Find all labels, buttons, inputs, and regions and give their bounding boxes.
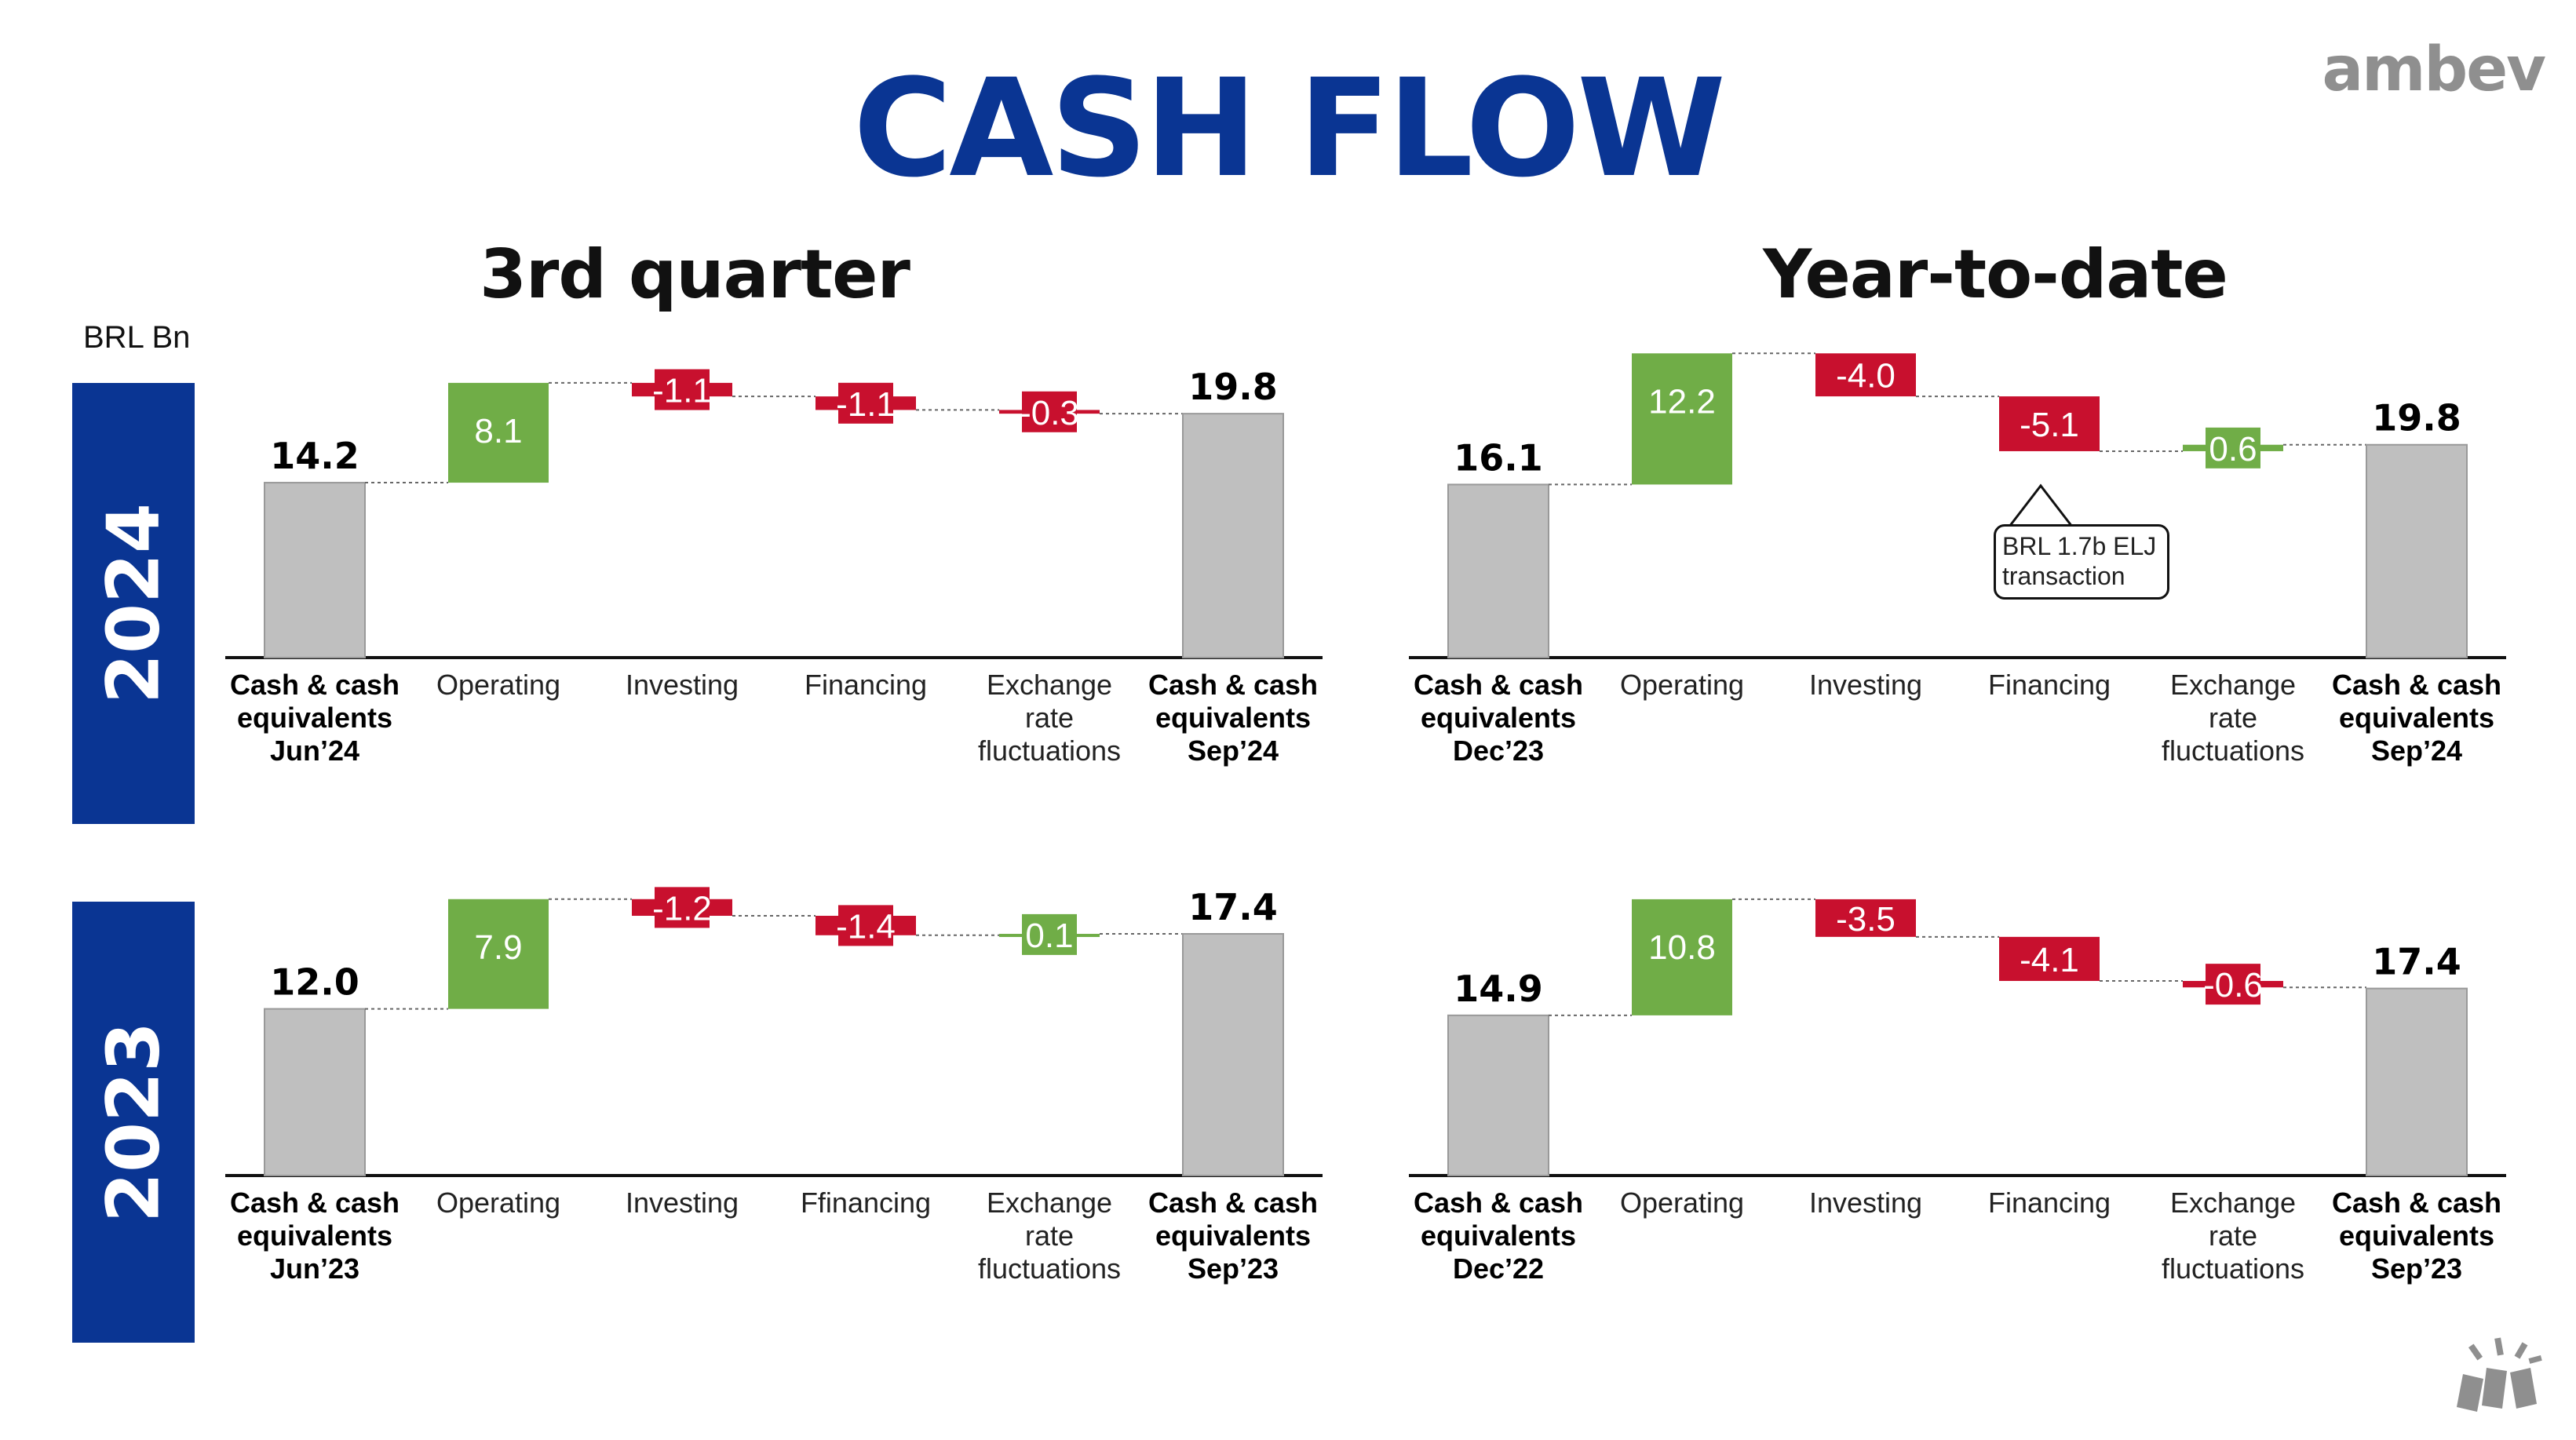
waterfall-bar-0 [264,482,366,658]
category-label-3: Ffinancing [800,1187,932,1219]
value-label-4: -0.6 [2203,966,2263,1004]
category-label-4: Exchange rate fluctuations [2161,669,2305,767]
value-label-2: -1.1 [652,372,712,410]
value-label-1: 10.8 [1648,928,1716,967]
value-label-5: 19.8 [2372,397,2461,439]
callout-line-2: transaction [2002,562,2125,590]
value-label-box-3 [838,905,893,946]
celebration-icon [2457,1337,2542,1412]
waterfall-bar-5 [1182,933,1284,1177]
value-label-box-2 [655,887,710,928]
category-label-1: Operating [1619,669,1745,701]
waterfall-bar-0 [1447,1014,1549,1176]
value-label-1: 7.9 [474,928,522,967]
callout-line-1: BRL 1.7b ELJ [2002,532,2157,560]
value-label-box-4 [1022,391,1077,432]
value-label-3: -4.1 [2020,941,2079,979]
category-label-5: Cash & cash equivalents Sep’24 [2331,669,2502,767]
category-label-5: Cash & cash equivalents Sep’24 [1148,669,1319,767]
value-label-4: 0.1 [1025,917,1073,955]
value-label-5: 19.8 [1188,366,1278,408]
ambev-logo: ambev [2322,35,2546,105]
value-label-5: 17.4 [2372,941,2461,983]
waterfall-bar-0 [264,1008,366,1176]
waterfall-bar-5 [2366,987,2468,1176]
value-label-box-4 [2206,964,2260,1005]
elj-transaction-callout: BRL 1.7b ELJ transaction [1994,524,2169,600]
category-label-4: Exchange rate fluctuations [977,669,1122,767]
category-label-5: Cash & cash equivalents Sep’23 [2331,1187,2502,1285]
category-label-3: Financing [804,669,928,701]
value-label-2: -4.0 [1836,357,1896,396]
year-band-2023: 2023 [72,902,195,1343]
value-label-4: -0.3 [1020,394,1079,432]
category-label-2: Investing [625,1187,739,1219]
waterfall-bar-3 [1999,936,2100,982]
category-label-4: Exchange rate fluctuations [2161,1187,2305,1285]
value-label-2: -3.5 [1836,900,1896,939]
waterfall-bar-5 [2366,443,2468,658]
category-label-0: Cash & cash equivalents Dec’22 [1413,1187,1584,1285]
category-label-1: Operating [436,1187,561,1219]
value-label-0: 14.2 [270,435,359,477]
value-label-1: 8.1 [474,412,522,450]
category-label-0: Cash & cash equivalents Jun’24 [229,669,400,767]
value-label-0: 12.0 [270,961,359,1004]
category-label-0: Cash & cash equivalents Dec’23 [1413,669,1584,767]
category-label-2: Investing [1808,669,1923,701]
waterfall-bar-1 [448,899,549,1009]
value-label-box-3 [838,382,893,424]
value-label-4: 0.6 [2209,430,2257,468]
value-label-3: -1.1 [836,385,896,424]
waterfall-bar-1 [1632,353,1732,485]
category-label-4: Exchange rate fluctuations [977,1187,1122,1285]
value-label-box-4 [1022,913,1077,955]
category-label-5: Cash & cash equivalents Sep’23 [1148,1187,1319,1285]
waterfall-bar-3 [1999,396,2100,451]
waterfall-bar-5 [1182,413,1284,658]
year-band-2024: 2024 [72,383,195,824]
section-title-ytd: Year-to-date [1763,235,2228,314]
value-label-0: 16.1 [1454,436,1543,479]
category-label-2: Investing [625,669,739,701]
page-title: CASH FLOW [853,49,1726,207]
section-title-quarter: 3rd quarter [480,235,910,314]
waterfall-bar-2 [1815,899,1916,937]
value-label-box-4 [2206,427,2260,468]
value-label-box-2 [655,369,710,410]
callout-pointer [2008,483,2074,527]
category-label-3: Financing [1987,1187,2111,1219]
unit-label: BRL Bn [83,320,191,355]
value-label-1: 12.2 [1648,382,1716,421]
waterfall-bar-1 [1632,899,1732,1015]
waterfall-bar-2 [1815,353,1916,397]
value-label-3: -5.1 [2020,406,2079,444]
category-label-2: Investing [1808,1187,1923,1219]
category-label-1: Operating [436,669,561,701]
value-label-2: -1.2 [652,889,712,928]
value-label-5: 17.4 [1188,886,1278,928]
value-label-0: 14.9 [1454,968,1543,1010]
waterfall-bar-0 [1447,483,1549,658]
category-label-3: Financing [1987,669,2111,701]
value-label-3: -1.4 [836,907,896,946]
category-label-1: Operating [1619,1187,1745,1219]
category-label-0: Cash & cash equivalents Jun’23 [229,1187,400,1285]
waterfall-bar-1 [448,382,549,483]
